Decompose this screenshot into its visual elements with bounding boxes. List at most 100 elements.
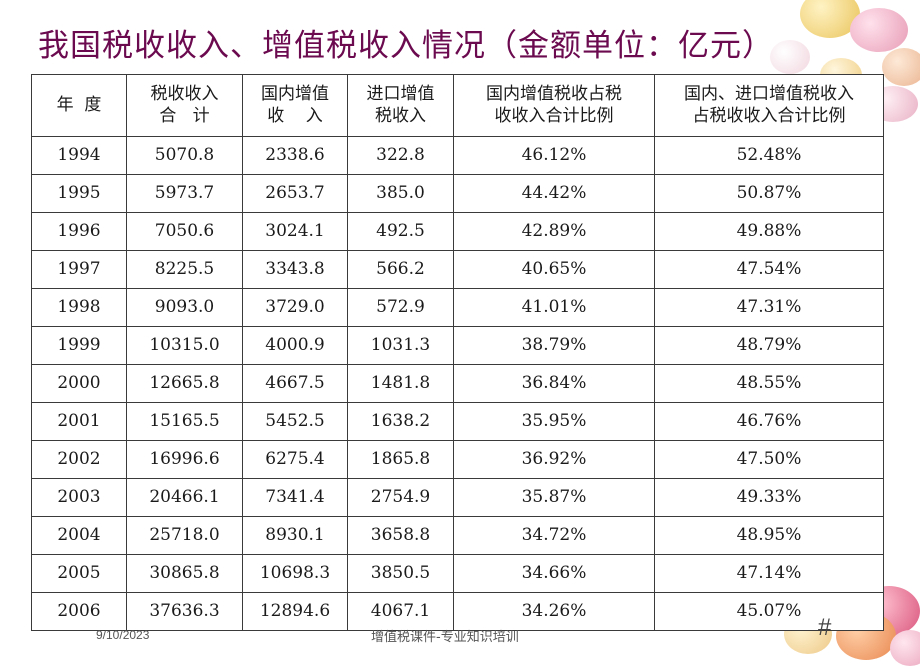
table-cell: 47.14% bbox=[654, 554, 884, 593]
table-cell: 34.66% bbox=[453, 554, 655, 593]
table-cell: 2003 bbox=[31, 478, 127, 517]
table-cell: 6275.4 bbox=[242, 440, 348, 479]
column-header: 税收收入合 计 bbox=[126, 74, 243, 137]
table-cell: 48.95% bbox=[654, 516, 884, 555]
table-cell: 50.87% bbox=[654, 174, 884, 213]
table-cell: 2653.7 bbox=[242, 174, 348, 213]
table-cell: 16996.6 bbox=[126, 440, 243, 479]
table-cell: 52.48% bbox=[654, 136, 884, 175]
table-cell: 46.76% bbox=[654, 402, 884, 441]
table-cell: 3729.0 bbox=[242, 288, 348, 327]
table-row: 1998 9093.0 3729.0 572.9 41.01% 47.31% bbox=[31, 288, 884, 327]
column-header: 国内增值税收占税 收收入合计比例 bbox=[453, 74, 655, 137]
table-cell: 3343.8 bbox=[242, 250, 348, 289]
table-cell: 35.87% bbox=[453, 478, 655, 517]
column-header-line: 占税收收入合计比例 bbox=[692, 105, 846, 126]
table-cell: 8225.5 bbox=[126, 250, 243, 289]
table-cell: 1998 bbox=[31, 288, 127, 327]
table-cell: 25718.0 bbox=[126, 516, 243, 555]
table-row: 2003 20466.1 7341.4 2754.9 35.87% 49.33% bbox=[31, 478, 884, 517]
table-cell: 1999 bbox=[31, 326, 127, 365]
table-cell: 2338.6 bbox=[242, 136, 348, 175]
footer-date: 9/10/2023 bbox=[96, 628, 150, 642]
table-cell: 10698.3 bbox=[242, 554, 348, 593]
table-cell: 3850.5 bbox=[347, 554, 454, 593]
column-header-line: 国内增值税收占税 bbox=[486, 84, 622, 105]
table-cell: 40.65% bbox=[453, 250, 655, 289]
table-row: 1999 10315.0 4000.9 1031.3 38.79% 48.79% bbox=[31, 326, 884, 365]
table-cell: 572.9 bbox=[347, 288, 454, 327]
table-cell: 1994 bbox=[31, 136, 127, 175]
column-header: 进口增值 税收入 bbox=[347, 74, 454, 137]
column-header-line: 税收入 bbox=[375, 105, 426, 126]
table-body: 1994 5070.8 2338.6 322.8 46.12% 52.48% 1995 597… bbox=[31, 136, 884, 631]
column-header: 年 度 bbox=[31, 74, 127, 137]
column-header-line: 税收收入 bbox=[150, 84, 219, 105]
footer-title: 增值税课件-专业知识培训 bbox=[371, 630, 519, 645]
table-cell: 49.33% bbox=[654, 478, 884, 517]
page-title: 我国税收收入、增值税收入情况（金额单位：亿元） bbox=[38, 28, 774, 64]
table-cell: 1031.3 bbox=[347, 326, 454, 365]
table-cell: 37636.3 bbox=[126, 592, 243, 631]
table-cell: 2004 bbox=[31, 516, 127, 555]
tax-revenue-table: 年 度税收收入合 计国内增值收 入进口增值 税收入 国内增值税收占税 收收入合计比例国… bbox=[31, 74, 884, 631]
table-cell: 7050.6 bbox=[126, 212, 243, 251]
table-cell: 30865.8 bbox=[126, 554, 243, 593]
table-cell: 47.31% bbox=[654, 288, 884, 327]
table-cell: 3658.8 bbox=[347, 516, 454, 555]
column-header-line: 合 计 bbox=[159, 105, 210, 126]
table-cell: 2006 bbox=[31, 592, 127, 631]
table-cell: 44.42% bbox=[453, 174, 655, 213]
table-cell: 49.88% bbox=[654, 212, 884, 251]
table-cell: 42.89% bbox=[453, 212, 655, 251]
column-header-line: 收收入合计比例 bbox=[494, 105, 614, 126]
table-cell: 48.79% bbox=[654, 326, 884, 365]
table-cell: 12894.6 bbox=[242, 592, 348, 631]
table-row: 1995 5973.7 2653.7 385.0 44.42% 50.87% bbox=[31, 174, 884, 213]
table-cell: 2002 bbox=[31, 440, 127, 479]
table-cell: 1996 bbox=[31, 212, 127, 251]
table-cell: 34.26% bbox=[453, 592, 655, 631]
table-cell: 10315.0 bbox=[126, 326, 243, 365]
table-cell: 8930.1 bbox=[242, 516, 348, 555]
table-cell: 47.50% bbox=[654, 440, 884, 479]
column-header-line: 年 度 bbox=[56, 94, 102, 115]
table-cell: 4667.5 bbox=[242, 364, 348, 403]
table-cell: 492.5 bbox=[347, 212, 454, 251]
column-header-line: 国内、进口增值税收入 bbox=[684, 84, 854, 105]
table-cell: 41.01% bbox=[453, 288, 655, 327]
table-row: 2001 15165.5 5452.5 1638.2 35.95% 46.76% bbox=[31, 402, 884, 441]
table-cell: 4000.9 bbox=[242, 326, 348, 365]
table-cell: 5452.5 bbox=[242, 402, 348, 441]
table-cell: 2754.9 bbox=[347, 478, 454, 517]
table-row: 2006 37636.3 12894.6 4067.1 34.26% 45.07% bbox=[31, 592, 884, 631]
table-row: 2004 25718.0 8930.1 3658.8 34.72% 48.95% bbox=[31, 516, 884, 555]
table-row: 2005 30865.8 10698.3 3850.5 34.66% 47.14% bbox=[31, 554, 884, 593]
table-cell: 3024.1 bbox=[242, 212, 348, 251]
column-header-line: 进口增值 bbox=[366, 84, 435, 105]
table-cell: 48.55% bbox=[654, 364, 884, 403]
table-cell: 36.84% bbox=[453, 364, 655, 403]
table-cell: 566.2 bbox=[347, 250, 454, 289]
table-cell: 7341.4 bbox=[242, 478, 348, 517]
table-cell: 47.54% bbox=[654, 250, 884, 289]
table-cell: 2000 bbox=[31, 364, 127, 403]
column-header-line: 收 入 bbox=[267, 105, 323, 126]
table-cell: 35.95% bbox=[453, 402, 655, 441]
table-header-row: 年 度税收收入合 计国内增值收 入进口增值 税收入 国内增值税收占税 收收入合计比例国… bbox=[31, 74, 884, 137]
table-cell: 45.07% bbox=[654, 592, 884, 631]
column-header: 国内、进口增值税收入 占税收收入合计比例 bbox=[654, 74, 884, 137]
table-cell: 5070.8 bbox=[126, 136, 243, 175]
table-cell: 1995 bbox=[31, 174, 127, 213]
table-cell: 36.92% bbox=[453, 440, 655, 479]
table-cell: 1638.2 bbox=[347, 402, 454, 441]
table-cell: 15165.5 bbox=[126, 402, 243, 441]
table-row: 2000 12665.8 4667.5 1481.8 36.84% 48.55% bbox=[31, 364, 884, 403]
table-cell: 20466.1 bbox=[126, 478, 243, 517]
table-cell: 4067.1 bbox=[347, 592, 454, 631]
page-number: # bbox=[818, 614, 832, 641]
table-cell: 12665.8 bbox=[126, 364, 243, 403]
table-cell: 1481.8 bbox=[347, 364, 454, 403]
table-cell: 322.8 bbox=[347, 136, 454, 175]
table-row: 1996 7050.6 3024.1 492.5 42.89% 49.88% bbox=[31, 212, 884, 251]
